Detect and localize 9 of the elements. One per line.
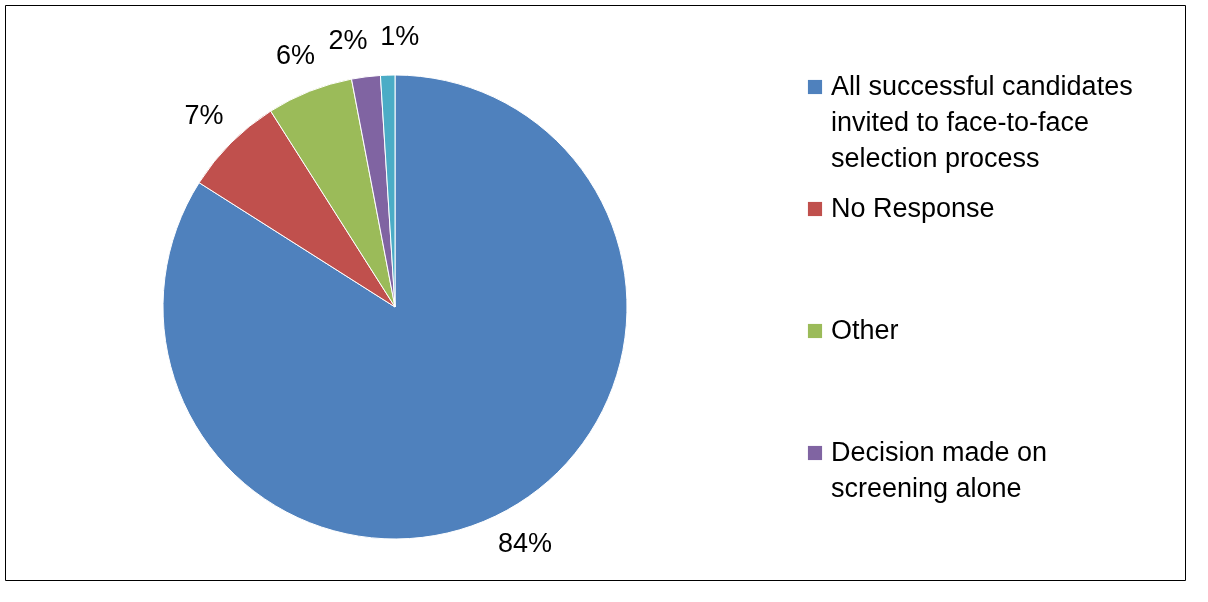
legend-label: Other — [831, 315, 899, 345]
legend-label: All successful candidates invited to face-to-face selection process — [831, 71, 1133, 173]
legend-label: No Response — [831, 193, 995, 223]
data-label: 6% — [276, 39, 316, 70]
data-label: 1% — [380, 21, 420, 52]
data-label: 7% — [184, 100, 224, 131]
data-label: 2% — [328, 25, 368, 56]
legend-label: Decision made on screening alone — [831, 437, 1048, 503]
data-label: 84% — [498, 527, 553, 558]
